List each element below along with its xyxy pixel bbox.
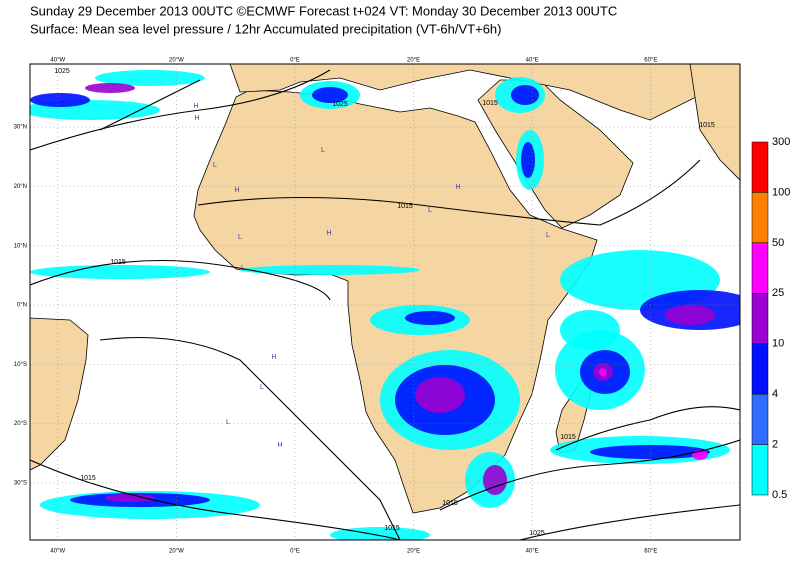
precip-area bbox=[560, 310, 620, 350]
precip-area bbox=[95, 70, 205, 86]
lon-label: 40°W bbox=[50, 549, 65, 555]
south-america bbox=[30, 317, 89, 471]
pressure-centre: H bbox=[193, 103, 198, 110]
colorbar-band bbox=[751, 444, 769, 496]
precip-area bbox=[105, 494, 155, 502]
title-line-2: Surface: Mean sea level pressure / 12hr … bbox=[30, 21, 502, 36]
india bbox=[689, 64, 740, 181]
precip-area bbox=[590, 445, 710, 459]
precip-area bbox=[85, 83, 135, 93]
map-labels: 40°W 40°W 20°W 20°W 0°E 0°E 20°E 20°E 40°E 40°E 60… bbox=[14, 58, 715, 555]
colorbar-band bbox=[751, 393, 769, 445]
precipitation bbox=[30, 70, 740, 540]
isobar-label: 1015 bbox=[397, 203, 413, 210]
lon-label-top: 40°E bbox=[526, 58, 539, 64]
isobar-label: 1025 bbox=[529, 530, 545, 537]
precip-area bbox=[330, 527, 430, 540]
lon-label-top: 0°E bbox=[290, 58, 300, 64]
pressure-centre: H bbox=[326, 230, 331, 237]
isobar-label: 1015 bbox=[384, 525, 400, 532]
lon-label: 20°W bbox=[169, 549, 184, 555]
precip-area bbox=[30, 265, 210, 279]
pressure-centre: H bbox=[194, 115, 199, 122]
isobar-label: 1015 bbox=[482, 100, 498, 107]
pressure-centre: L bbox=[241, 265, 245, 272]
colorbar-band bbox=[751, 242, 769, 294]
colorbar-label: 4 bbox=[772, 388, 778, 400]
pressure-centre: L bbox=[226, 419, 230, 426]
pressure-centre: L bbox=[260, 384, 264, 391]
pressure-centre: L bbox=[546, 232, 550, 239]
pressure-centre: H bbox=[234, 187, 239, 194]
colorbar-band bbox=[751, 141, 769, 193]
map-frame bbox=[29, 63, 741, 541]
colorbar-label: 2 bbox=[772, 438, 778, 450]
pressure-centre: H bbox=[277, 442, 282, 449]
isobar-label: 1015 bbox=[442, 500, 458, 507]
isobars bbox=[30, 69, 740, 540]
pressure-centre: H bbox=[455, 184, 460, 191]
lon-label-top: 40°W bbox=[50, 58, 65, 64]
lon-label-top: 20°W bbox=[169, 58, 184, 64]
lat-label: 20°S bbox=[14, 421, 27, 427]
lon-label-top: 20°E bbox=[407, 58, 420, 64]
lat-label: 10°N bbox=[14, 243, 27, 249]
isobar-label: 1015 bbox=[560, 434, 576, 441]
colorbar: 300 100 50 25 10 4 2 0.5 bbox=[751, 136, 790, 501]
pressure-centre: L bbox=[213, 162, 217, 169]
colorbar-band bbox=[751, 293, 769, 344]
precip-area bbox=[511, 85, 539, 105]
pressure-centre: L bbox=[428, 207, 432, 214]
isobar-label: 1015 bbox=[110, 259, 126, 266]
isobar-label: 1025 bbox=[54, 68, 70, 75]
lon-label: 0°E bbox=[290, 549, 300, 555]
colorbar-label: 300 bbox=[772, 136, 790, 148]
isobar-label: 1015 bbox=[80, 475, 96, 482]
lat-label: 10°S bbox=[14, 362, 27, 368]
pressure-centre: L bbox=[238, 234, 242, 241]
lon-label: 20°E bbox=[407, 549, 420, 555]
precip-area bbox=[599, 368, 607, 376]
pressure-centre: H bbox=[602, 367, 607, 374]
colorbar-band bbox=[751, 343, 769, 395]
pressure-centre: L bbox=[321, 147, 325, 154]
precip-area bbox=[405, 311, 455, 325]
colorbar-band bbox=[751, 192, 769, 244]
isobar-label: 1025 bbox=[332, 101, 348, 108]
title-line-1: Sunday 29 December 2013 00UTC ©ECMWF For… bbox=[30, 3, 617, 18]
colorbar-label: 10 bbox=[772, 338, 784, 350]
pressure-centre: H bbox=[271, 354, 276, 361]
precip-area bbox=[415, 377, 465, 413]
colorbar-label: 50 bbox=[772, 237, 784, 249]
precip-area bbox=[30, 93, 90, 107]
graticule bbox=[30, 64, 740, 540]
colorbar-label: 25 bbox=[772, 287, 784, 299]
precip-area bbox=[312, 87, 348, 103]
map bbox=[30, 64, 740, 540]
lat-label: 20°N bbox=[14, 184, 27, 190]
lat-label: 30°S bbox=[14, 480, 27, 486]
colorbar-label: 100 bbox=[772, 186, 790, 198]
precip-area bbox=[521, 142, 535, 178]
isobar-label: 1015 bbox=[699, 122, 715, 129]
precip-area bbox=[665, 305, 715, 325]
lon-label: 60°E bbox=[644, 549, 657, 555]
precip-area bbox=[240, 265, 420, 275]
lon-label-top: 60°E bbox=[644, 58, 657, 64]
lat-label: 0°N bbox=[17, 303, 27, 309]
colorbar-label: 0.5 bbox=[772, 489, 787, 501]
lon-label: 40°E bbox=[526, 549, 539, 555]
lat-label: 30°N bbox=[14, 125, 27, 131]
precip-area bbox=[483, 465, 507, 495]
